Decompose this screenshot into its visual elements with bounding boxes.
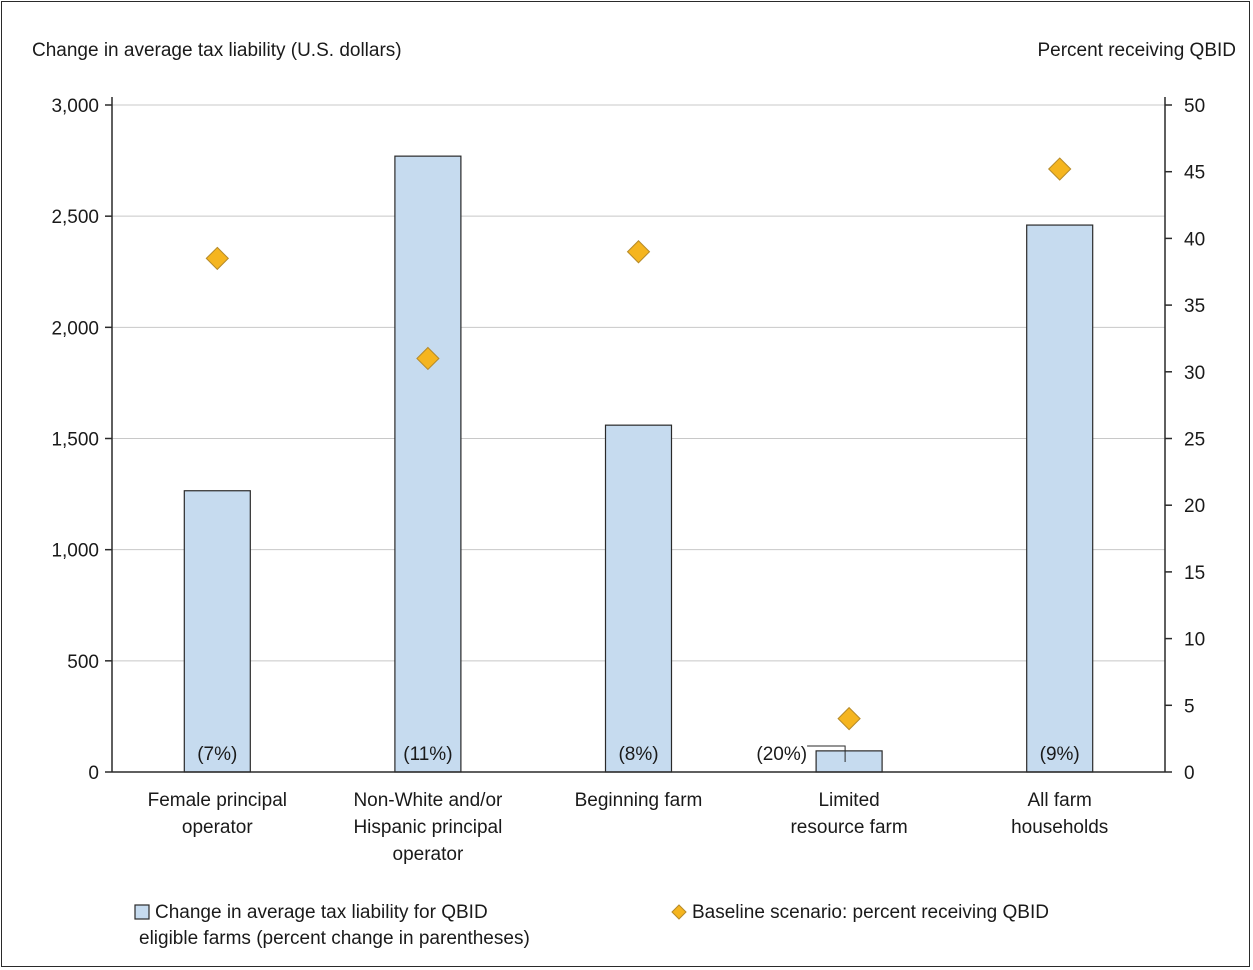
right-tick-label: 30 xyxy=(1184,363,1205,384)
legend-bar-text: Change in average tax liability for QBID xyxy=(155,902,488,923)
bar-label-leader xyxy=(807,745,846,762)
category-label: Limited xyxy=(818,790,879,811)
legend-marker-swatch xyxy=(671,904,687,920)
right-tick-label: 35 xyxy=(1184,296,1205,317)
right-tick-label: 40 xyxy=(1184,229,1205,250)
bar-value-label: (7%) xyxy=(197,744,237,765)
marker-point xyxy=(1047,157,1072,181)
category-label: Non-White and/or xyxy=(353,790,503,811)
marker-point xyxy=(626,240,651,264)
bar-value-labels: (7%) (11%) (8%) (20%) (9%) xyxy=(197,744,1080,765)
bar xyxy=(604,424,673,773)
bar-series xyxy=(183,155,1094,773)
marker-point xyxy=(416,346,440,371)
category-label: Female principal xyxy=(148,790,287,811)
bar xyxy=(394,155,462,773)
bar-value-label: (20%) xyxy=(756,744,807,765)
legend: Change in average tax liability for QBID… xyxy=(134,902,1049,949)
right-tick-label: 15 xyxy=(1184,563,1205,584)
legend-marker-text: Baseline scenario: percent receiving QBI… xyxy=(692,902,1049,923)
category-label: households xyxy=(1011,817,1108,838)
bar xyxy=(183,490,251,773)
right-tick-label: 20 xyxy=(1184,496,1205,517)
left-tick-label: 500 xyxy=(67,652,99,673)
marker-series xyxy=(205,157,1072,731)
right-axis-title: Percent receiving QBID xyxy=(1037,40,1236,61)
right-tick-label: 10 xyxy=(1184,630,1205,651)
marker-point xyxy=(205,246,230,271)
left-tick-label: 3,000 xyxy=(51,96,99,117)
category-labels: Female principal operator Non-White and/or… xyxy=(148,790,1109,865)
left-tick-label: 1,500 xyxy=(51,430,99,451)
category-label: operator xyxy=(393,844,464,865)
category-label: All farm xyxy=(1027,790,1091,811)
right-tick-label: 0 xyxy=(1184,763,1195,784)
bar xyxy=(815,750,883,773)
bar-value-label: (9%) xyxy=(1040,744,1080,765)
category-label: resource farm xyxy=(790,817,907,838)
bar xyxy=(1026,224,1094,773)
legend-bar-text: eligible farms (percent change in parent… xyxy=(139,928,530,949)
category-label: operator xyxy=(182,817,253,838)
right-tick-label: 5 xyxy=(1184,696,1195,717)
left-tick-label: 2,000 xyxy=(51,318,99,339)
right-tick-label: 50 xyxy=(1184,96,1205,117)
axes: 0 500 1,000 1,500 2,000 2,500 3,000 0 5 10 15 20 25 3… xyxy=(51,96,1205,784)
left-tick-label: 1,000 xyxy=(51,541,99,562)
left-tick-label: 0 xyxy=(88,763,99,784)
gridlines xyxy=(112,104,1165,662)
category-label: Beginning farm xyxy=(575,790,703,811)
right-tick-label: 25 xyxy=(1184,430,1205,451)
category-label: Hispanic principal xyxy=(353,817,502,838)
marker-point xyxy=(837,706,861,731)
bar-value-label: (8%) xyxy=(618,744,658,765)
bar-value-label: (11%) xyxy=(403,744,452,765)
right-tick-label: 45 xyxy=(1184,163,1205,184)
left-axis-title: Change in average tax liability (U.S. do… xyxy=(32,40,402,61)
left-tick-label: 2,500 xyxy=(51,207,99,228)
legend-bar-swatch xyxy=(134,904,150,920)
